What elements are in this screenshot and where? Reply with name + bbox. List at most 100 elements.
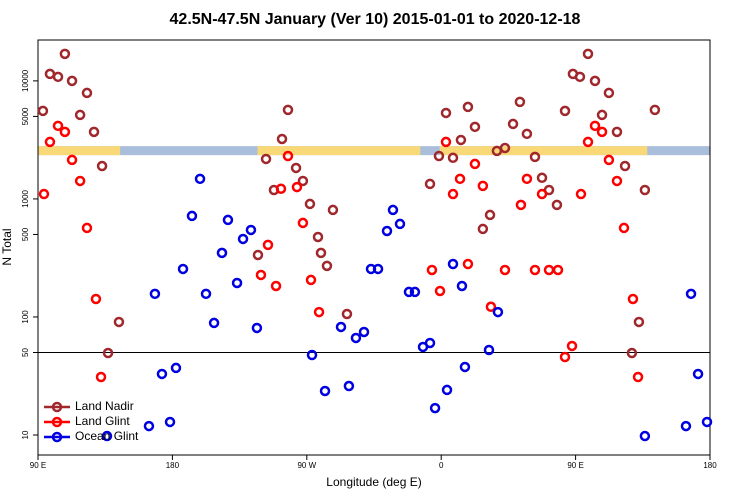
y-tick-label: 10	[21, 430, 30, 439]
point	[485, 301, 497, 313]
point	[394, 218, 406, 230]
plot-frame	[37, 39, 711, 456]
y-tick-label: 50	[21, 348, 30, 357]
point	[514, 96, 526, 108]
point	[59, 126, 71, 138]
land-band	[38, 146, 121, 156]
point	[74, 175, 86, 187]
y-tick-label: 100	[21, 310, 30, 324]
legend-marker	[51, 431, 63, 443]
point	[291, 181, 303, 193]
point	[574, 71, 586, 83]
point	[102, 347, 114, 359]
point	[306, 349, 318, 361]
point	[262, 239, 274, 251]
point	[552, 264, 564, 276]
point	[216, 247, 228, 259]
point	[551, 199, 563, 211]
point	[96, 160, 108, 172]
point	[575, 188, 587, 200]
point	[59, 48, 71, 60]
point	[619, 160, 631, 172]
point	[101, 430, 113, 442]
point	[350, 332, 362, 344]
point	[692, 368, 704, 380]
point	[582, 48, 594, 60]
point	[529, 264, 541, 276]
point	[447, 188, 459, 200]
point	[521, 128, 533, 140]
point	[304, 198, 316, 210]
point	[231, 277, 243, 289]
y-tick-label: 10000	[21, 69, 30, 92]
point	[164, 416, 176, 428]
point	[90, 293, 102, 305]
point	[441, 384, 453, 396]
point	[469, 121, 481, 133]
point	[403, 286, 415, 298]
point	[507, 118, 519, 130]
point	[515, 199, 527, 211]
point	[633, 316, 645, 328]
point	[459, 361, 471, 373]
x-tick-label: 180	[703, 461, 717, 470]
point	[521, 173, 533, 185]
point	[447, 258, 459, 270]
point	[611, 175, 623, 187]
point	[372, 263, 384, 275]
point	[632, 371, 644, 383]
point	[358, 326, 370, 338]
point	[315, 247, 327, 259]
point	[387, 204, 399, 216]
point	[186, 210, 198, 222]
point	[603, 87, 615, 99]
point	[327, 204, 339, 216]
point	[297, 175, 309, 187]
point	[290, 162, 302, 174]
point	[685, 288, 697, 300]
y-tick-label: 5000	[21, 107, 30, 125]
point	[456, 280, 468, 292]
legend-label: Ocean Glint	[75, 429, 139, 443]
point	[559, 105, 571, 117]
point	[335, 321, 347, 333]
point	[66, 75, 78, 87]
point	[156, 368, 168, 380]
point	[222, 214, 234, 226]
point	[255, 269, 267, 281]
legend-marker	[51, 416, 63, 428]
point	[701, 416, 713, 428]
x-tick-label: 0	[439, 461, 444, 470]
point	[483, 344, 495, 356]
point	[603, 154, 615, 166]
land-band	[439, 146, 648, 156]
point	[177, 263, 189, 275]
point	[260, 153, 272, 165]
point	[275, 183, 287, 194]
point	[455, 134, 467, 146]
point	[341, 308, 353, 320]
x-tick-label: 90 E	[567, 461, 583, 470]
x-tick-label: 180	[166, 461, 180, 470]
point	[543, 264, 555, 276]
point	[88, 126, 100, 138]
point	[627, 293, 639, 305]
point	[484, 209, 496, 221]
point	[319, 385, 331, 397]
point	[200, 288, 212, 300]
point	[639, 184, 651, 196]
point	[440, 107, 452, 119]
y-tick-label: 500	[21, 227, 30, 241]
point	[440, 136, 452, 148]
point	[499, 142, 511, 154]
legend-marker	[51, 401, 63, 413]
point	[74, 109, 86, 121]
point	[477, 223, 489, 235]
point	[589, 120, 601, 132]
point	[649, 104, 661, 116]
point	[424, 337, 436, 349]
point	[596, 126, 608, 138]
point	[582, 136, 594, 148]
x-tick-label: 90 W	[297, 461, 316, 470]
